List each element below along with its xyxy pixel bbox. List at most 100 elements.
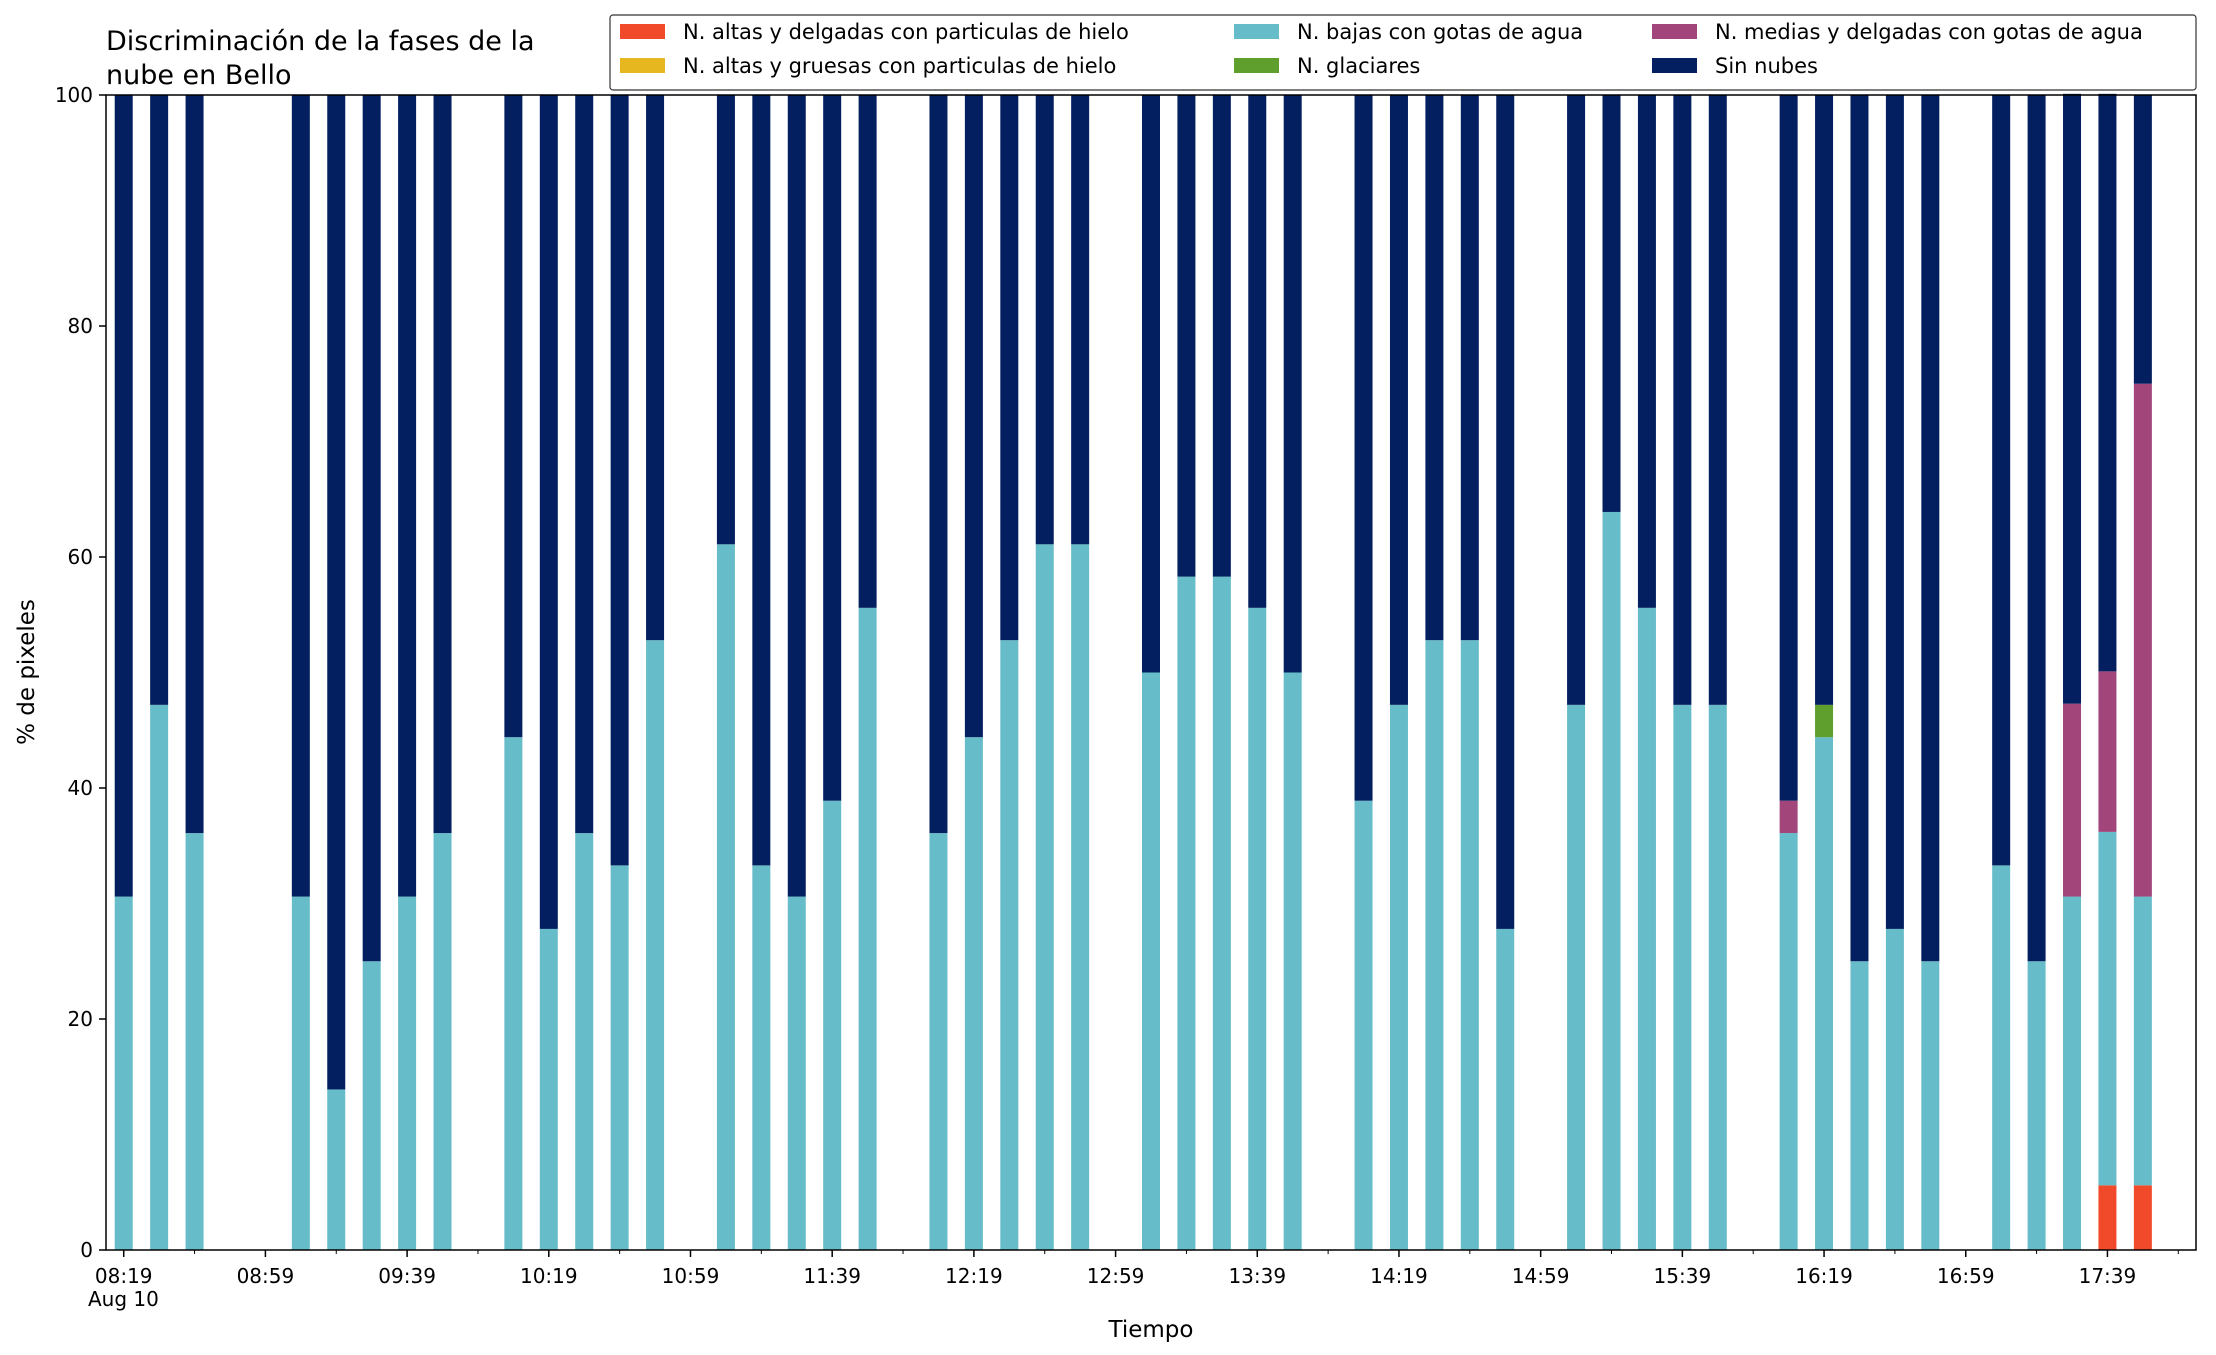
y-tick-label: 20 [68,1007,93,1031]
bar-segment-2-47 [2133,896,2152,1186]
bar-segment-2-34 [1602,511,1621,1251]
bar-segment-2-37 [1708,704,1727,1250]
bar-segment-5-25 [1212,95,1231,577]
bar-segment-2-17 [858,607,877,1250]
bar-segment-2-20 [1000,640,1019,1250]
bar-segment-5-35 [1637,95,1656,608]
bar-segment-5-33 [1567,95,1586,705]
legend-swatch-0 [620,24,665,39]
bar-segment-2-23 [1142,672,1160,1250]
bar-segment-5-21 [1035,95,1054,545]
bar-segment-5-44 [2027,95,2046,962]
x-tick-label: 16:59 [1937,1264,1995,1288]
bar-segment-2-30 [1425,640,1444,1250]
bar-segment-2-13 [716,544,735,1250]
bar-segment-2-0 [114,896,133,1250]
x-tick-label: 14:19 [1370,1264,1428,1288]
legend: N. altas y delgadas con particulas de hi… [609,14,2197,91]
bar-segment-2-14 [752,865,771,1250]
bar-segment-0-47 [2133,1185,2152,1250]
bar-segment-2-26 [1248,607,1267,1250]
bar-segment-5-27 [1283,95,1302,673]
bar-segment-5-22 [1071,95,1090,545]
bar-segment-4-47 [2133,383,2152,897]
bar-segment-2-41 [1885,928,1904,1250]
bar-segment-5-11 [610,95,629,866]
bar-segment-5-31 [1460,95,1479,641]
bar-segment-2-10 [575,833,594,1250]
bar-segment-2-5 [362,961,381,1250]
bar-segment-5-1 [150,95,169,705]
bar-segment-4-38 [1779,800,1798,834]
bar-segment-2-36 [1673,704,1692,1250]
bars-layer [114,93,2152,1251]
bar-segment-5-45 [2063,93,2082,704]
legend-swatch-2 [1234,24,1279,39]
x-tick-label: 10:59 [662,1264,720,1288]
bar-segment-2-42 [1921,961,1940,1250]
bar-segment-2-27 [1283,672,1302,1250]
bar-segment-2-25 [1212,576,1231,1250]
bar-segment-5-3 [291,95,310,897]
bar-segment-5-40 [1850,95,1869,962]
bar-segment-2-40 [1850,961,1869,1250]
bar-segment-5-46 [2098,93,2117,672]
bar-segment-2-46 [2098,831,2117,1186]
y-tick-label: 100 [55,83,93,107]
bar-segment-5-10 [575,95,594,834]
bar-segment-5-4 [327,95,346,1090]
bar-segment-2-11 [610,865,629,1250]
legend-label-1: N. altas y gruesas con particulas de hie… [683,54,1116,78]
legend-label-0: N. altas y delgadas con particulas de hi… [683,20,1129,44]
y-tick-label: 80 [68,314,93,338]
bar-segment-5-41 [1885,95,1904,929]
bar-segment-5-8 [504,95,523,738]
bar-segment-5-42 [1921,95,1940,962]
bar-segment-5-0 [114,95,133,897]
bar-segment-3-39 [1815,704,1834,738]
x-tick-label: 14:59 [1512,1264,1570,1288]
x-axis-label: Tiempo [1108,1317,1194,1343]
x-tick-label: 09:39 [378,1264,436,1288]
chart-title-line-1: Discriminación de la fases de la [106,26,535,57]
bar-segment-5-43 [1992,95,2011,866]
legend-swatch-5 [1652,58,1697,73]
legend-swatch-4 [1652,24,1697,39]
legend-label-5: Sin nubes [1715,54,1818,78]
bar-segment-2-2 [185,833,204,1250]
x-tick-label: 12:19 [945,1264,1003,1288]
x-tick-label: 13:39 [1228,1264,1286,1288]
bar-segment-2-7 [433,833,452,1250]
legend-label-2: N. bajas con gotas de agua [1297,20,1583,44]
bar-segment-5-18 [929,95,948,834]
bar-segment-2-19 [964,737,983,1250]
bar-segment-5-38 [1779,95,1798,801]
bar-segment-2-4 [327,1089,346,1250]
chart-title-line-2: nube en Bello [106,60,292,91]
bar-segment-5-34 [1602,95,1621,512]
bar-segment-2-45 [2063,896,2082,1250]
bar-segment-2-9 [539,928,558,1250]
legend-label-3: N. glaciares [1297,54,1420,78]
bar-segment-2-18 [929,833,948,1250]
bar-segment-0-46 [2098,1185,2117,1250]
bar-segment-2-38 [1779,833,1798,1250]
bar-segment-5-29 [1389,95,1408,705]
bar-segment-5-16 [823,95,842,801]
legend-label-4: N. medias y delgadas con gotas de agua [1715,20,2143,44]
bar-segment-5-12 [646,95,665,641]
bar-segment-5-5 [362,95,381,962]
bar-segment-2-12 [646,640,665,1250]
x-tick-label: 16:19 [1795,1264,1853,1288]
bar-segment-2-8 [504,737,523,1250]
bar-segment-5-37 [1708,95,1727,705]
x-tick-label: 10:19 [520,1264,578,1288]
bar-segment-5-28 [1354,95,1373,801]
x-tick-label: 17:39 [2079,1264,2137,1288]
bar-segment-5-47 [2133,95,2152,384]
bar-segment-5-30 [1425,95,1444,641]
y-axis: 0 20 40 60 80 100 [55,83,106,1262]
x-tick-label: 12:59 [1087,1264,1145,1288]
bar-segment-2-22 [1071,544,1090,1250]
bar-segment-5-2 [185,95,204,834]
